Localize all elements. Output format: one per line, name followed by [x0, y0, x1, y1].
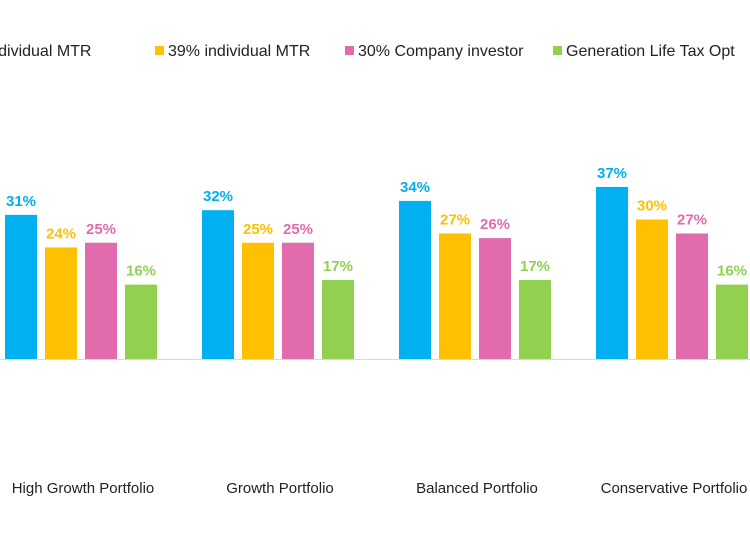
value-label: 30%: [637, 198, 667, 215]
bar: [282, 242, 314, 359]
value-label: 31%: [6, 193, 36, 210]
category-label: High Growth Portfolio: [12, 480, 155, 497]
value-label: 16%: [126, 263, 156, 280]
bar: [439, 233, 471, 359]
value-label: 17%: [520, 258, 550, 275]
legend-swatch-1: [155, 46, 164, 55]
value-label: 37%: [597, 165, 627, 182]
legend-label-0: % individual MTR: [0, 43, 91, 60]
value-label: 24%: [46, 225, 76, 242]
value-label: 34%: [400, 179, 430, 196]
bar: [5, 214, 37, 359]
bars: [5, 186, 748, 359]
value-label: 17%: [323, 258, 353, 275]
legend-label-3: Generation Life Tax Opt: [566, 43, 735, 60]
legend: % individual MTR 39% individual MTR 30% Co…: [0, 43, 735, 60]
bar: [399, 200, 431, 359]
value-label: 27%: [440, 211, 470, 228]
legend-label-1: 39% individual MTR: [168, 43, 310, 60]
category-label: Growth Portfolio: [226, 480, 334, 497]
bar: [85, 242, 117, 359]
category-label: Conservative Portfolio: [601, 480, 748, 497]
bar: [596, 186, 628, 359]
value-label: 25%: [86, 221, 116, 238]
value-label: 32%: [203, 188, 233, 205]
bar: [519, 279, 551, 359]
category-labels: High Growth Portfolio Growth Portfolio Bal…: [12, 480, 748, 497]
category-label: Balanced Portfolio: [416, 480, 538, 497]
bar: [202, 210, 234, 359]
bar: [45, 247, 77, 359]
value-label: 25%: [283, 221, 313, 238]
value-label: 26%: [480, 216, 510, 233]
value-labels: 31% 24% 25% 16% 32% 25% 25% 17% 34% 27% 26% 17% 37% 3…: [6, 165, 747, 280]
value-label: 25%: [243, 221, 273, 238]
legend-swatch-2: [345, 46, 354, 55]
bar: [676, 233, 708, 359]
bar: [716, 284, 748, 359]
bar: [242, 242, 274, 359]
bar: [322, 279, 354, 359]
bar: [636, 219, 668, 359]
legend-label-2: 30% Company investor: [358, 43, 524, 60]
value-label: 27%: [677, 211, 707, 228]
legend-swatch-3: [553, 46, 562, 55]
bar: [125, 284, 157, 359]
bar: [479, 238, 511, 359]
value-label: 16%: [717, 263, 747, 280]
